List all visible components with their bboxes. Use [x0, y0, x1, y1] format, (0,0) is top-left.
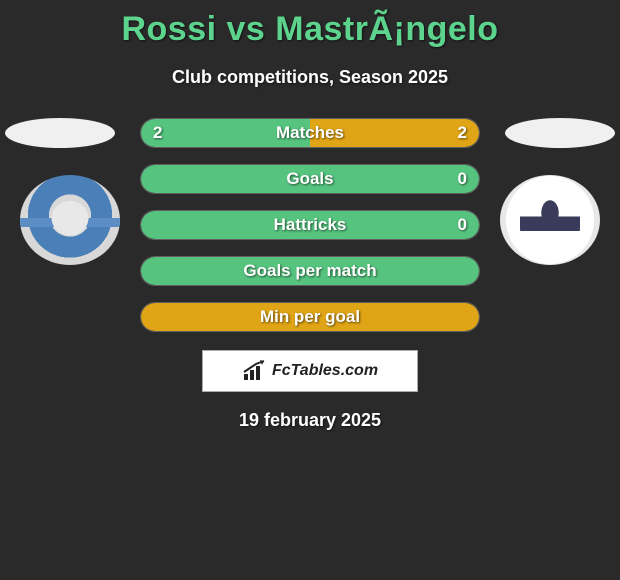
comparison-title: Rossi vs MastrÃ¡ngelo	[0, 0, 620, 49]
stat-rows: 2 Matches 2 Goals 0 Hattricks 0 Goals per match…	[140, 118, 480, 332]
stat-label: Goals per match	[243, 261, 376, 281]
player-avatar-left	[5, 118, 115, 148]
stat-label: Hattricks	[274, 215, 347, 235]
stat-row: Min per goal	[140, 302, 480, 332]
stat-label: Goals	[286, 169, 333, 189]
stat-value-right: 0	[458, 169, 467, 189]
stat-label: Min per goal	[260, 307, 360, 327]
team-logo-right	[500, 175, 600, 265]
brand-box[interactable]: FcTables.com	[202, 350, 418, 392]
date-text: 19 february 2025	[0, 410, 620, 431]
team-logo-left	[20, 175, 120, 265]
stat-label: Matches	[276, 123, 344, 143]
brand-text: FcTables.com	[272, 362, 378, 380]
stat-value-right: 2	[458, 123, 467, 143]
stat-row: Goals 0	[140, 164, 480, 194]
stat-row: 2 Matches 2	[140, 118, 480, 148]
stat-row: Goals per match	[140, 256, 480, 286]
chart-icon	[242, 360, 268, 382]
stat-value-left: 2	[153, 123, 162, 143]
stat-row: Hattricks 0	[140, 210, 480, 240]
stat-value-right: 0	[458, 215, 467, 235]
player-avatar-right	[505, 118, 615, 148]
comparison-subtitle: Club competitions, Season 2025	[0, 67, 620, 88]
content-area: 2 Matches 2 Goals 0 Hattricks 0 Goals per match…	[0, 118, 620, 431]
